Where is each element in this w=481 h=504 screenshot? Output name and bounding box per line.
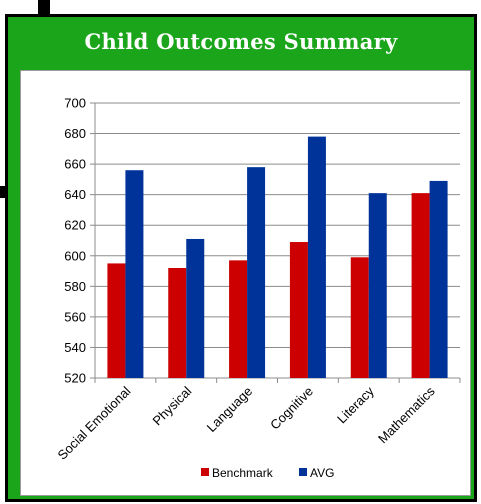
y-tick-label: 560 xyxy=(64,309,86,324)
x-tick-label: Literacy xyxy=(334,383,377,426)
bar-benchmark-mathematics xyxy=(412,193,430,378)
legend-label-avg: AVG xyxy=(310,466,334,480)
legend-swatch-avg xyxy=(299,468,307,476)
bar-benchmark-physical xyxy=(168,268,186,378)
bar-avg-literacy xyxy=(369,193,387,378)
x-tick-label: Mathematics xyxy=(375,383,438,446)
y-tick-label: 540 xyxy=(64,340,86,355)
bar-avg-physical xyxy=(186,239,204,378)
bar-avg-language xyxy=(247,167,265,378)
y-tick-label: 640 xyxy=(64,187,86,202)
x-tick-label: Language xyxy=(204,384,256,436)
y-tick-label: 580 xyxy=(64,279,86,294)
bar-benchmark-cognitive xyxy=(290,242,308,378)
y-tick-label: 520 xyxy=(64,371,86,386)
legend-label-benchmark: Benchmark xyxy=(212,466,274,480)
y-tick-label: 660 xyxy=(64,157,86,172)
bar-avg-social-emotional xyxy=(125,170,143,378)
legend-swatch-benchmark xyxy=(201,468,209,476)
y-tick-label: 680 xyxy=(64,126,86,141)
bar-benchmark-language xyxy=(229,260,247,378)
bar-benchmark-literacy xyxy=(351,257,369,378)
y-tick-label: 620 xyxy=(64,218,86,233)
x-tick-label: Social Emotional xyxy=(54,383,133,462)
y-tick-label: 700 xyxy=(64,96,86,111)
bar-avg-mathematics xyxy=(430,181,448,378)
x-tick-label: Physical xyxy=(150,383,195,428)
bar-avg-cognitive xyxy=(308,137,326,378)
bar-benchmark-social-emotional xyxy=(107,263,125,378)
x-tick-label: Cognitive xyxy=(267,384,316,433)
y-tick-label: 600 xyxy=(64,248,86,263)
